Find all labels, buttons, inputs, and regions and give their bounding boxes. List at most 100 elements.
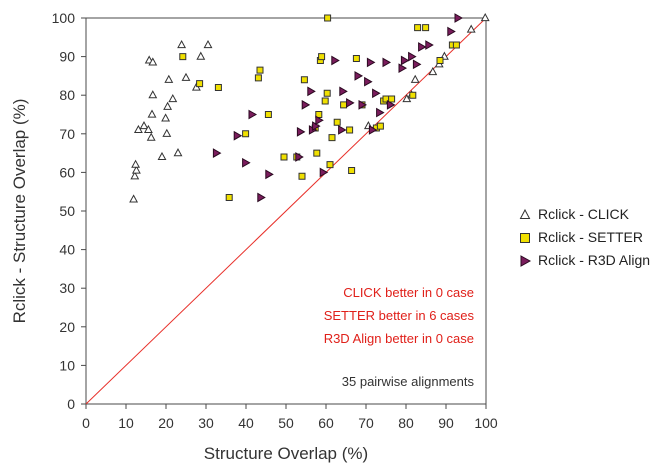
legend-item-setter: Rclick - SETTER (520, 229, 643, 245)
setter-point (321, 97, 329, 105)
click-point (181, 72, 191, 81)
click-point (168, 94, 178, 103)
click-point (203, 39, 213, 49)
r3d-align-point (307, 86, 316, 97)
annotation-r3d-better: R3D Align better in 0 case (324, 331, 474, 346)
legend-marker-triangle-right (520, 255, 532, 267)
x-tick-label: 20 (158, 415, 174, 431)
x-axis: 0 10 20 30 40 50 60 70 80 90 100 (82, 404, 498, 431)
y-tick-label: 40 (59, 242, 75, 258)
r3d-align-point (368, 125, 378, 135)
setter-point (300, 76, 308, 84)
setter-point (388, 95, 396, 103)
r3d-align-point (212, 148, 222, 158)
legend-item-click: Rclick - CLICK (519, 206, 630, 222)
annotation-click-better: CLICK better in 0 case (343, 285, 474, 300)
click-point (148, 57, 158, 66)
r3d-align-point (454, 13, 464, 23)
annotation-setter-better: SETTER better in 6 cases (324, 308, 475, 323)
setter-point (340, 101, 348, 109)
r3d-align-point (376, 107, 385, 118)
click-point (161, 113, 171, 122)
r3d-align-point (398, 63, 408, 74)
setter-point (196, 80, 204, 88)
x-tick-label: 50 (278, 415, 294, 431)
r3d-align-point (319, 167, 329, 178)
y-tick-label: 50 (59, 203, 75, 219)
r3d-align-point (315, 115, 324, 126)
click-point (129, 194, 139, 203)
click-point (146, 132, 156, 141)
click-point (196, 51, 206, 60)
setter-point (452, 41, 460, 49)
r3d-align-point (366, 57, 376, 68)
diagonal-reference-line (85, 17, 487, 405)
setter-point (225, 193, 233, 201)
x-tick-label: 60 (318, 415, 334, 431)
y-axis: 0 10 20 30 40 50 60 70 80 90 100 (52, 10, 86, 412)
x-axis-label: Structure Overlap (%) (204, 444, 368, 463)
click-point (410, 74, 420, 83)
y-tick-label: 0 (67, 396, 75, 412)
r3d-align-point (425, 40, 434, 50)
setter-point (352, 55, 360, 63)
click-point (131, 159, 141, 168)
data-points (129, 12, 490, 203)
click-point (139, 121, 149, 130)
setter-point (326, 161, 334, 169)
click-point (402, 94, 412, 103)
setter-point (242, 130, 250, 138)
annotation-alignment-count: 35 pairwise alignments (342, 374, 475, 389)
r3d-align-point (242, 157, 251, 168)
legend: Rclick - CLICK Rclick - SETTER Rclick - … (519, 206, 650, 268)
click-point (133, 124, 143, 134)
r3d-align-point (339, 86, 348, 97)
setter-point (348, 166, 356, 174)
r3d-align-point (412, 59, 422, 70)
y-tick-label: 30 (59, 280, 75, 296)
x-tick-label: 10 (118, 415, 134, 431)
r3d-align-point (408, 51, 417, 62)
legend-label: Rclick - R3D Align (538, 252, 650, 268)
r3d-align-point (382, 57, 392, 68)
y-tick-label: 80 (59, 87, 75, 103)
x-tick-label: 70 (358, 415, 374, 431)
x-tick-label: 30 (198, 415, 214, 431)
y-tick-label: 100 (52, 10, 76, 26)
setter-point (422, 24, 430, 32)
legend-marker-triangle-up (519, 208, 531, 219)
click-point (480, 12, 490, 22)
x-tick-label: 40 (238, 415, 254, 431)
setter-point (254, 74, 262, 82)
click-point (143, 124, 153, 134)
y-tick-label: 90 (59, 49, 75, 65)
setter-point (256, 66, 264, 74)
r3d-align-point (386, 99, 396, 110)
x-tick-label: 80 (398, 415, 414, 431)
setter-point (376, 122, 384, 130)
click-point (163, 101, 173, 110)
y-tick-label: 10 (59, 357, 75, 373)
series-click (129, 12, 490, 203)
setter-point (346, 126, 354, 134)
r3d-align-point (265, 169, 274, 180)
r3d-align-point (296, 127, 306, 137)
y-tick-label: 20 (59, 319, 75, 335)
r3d-align-point (372, 88, 381, 99)
click-point (466, 24, 476, 33)
series-setter (179, 14, 460, 201)
r3d-align-point (364, 76, 373, 87)
y-tick-label: 60 (59, 164, 75, 180)
x-tick-label: 90 (438, 415, 454, 431)
y-axis-label: Rclick - Structure Overlap (%) (10, 99, 29, 324)
r3d-align-point (346, 98, 355, 108)
setter-point (264, 111, 272, 118)
r3d-align-point (338, 125, 347, 135)
series-r3d-align (212, 13, 464, 203)
setter-point (324, 14, 332, 22)
click-point (162, 128, 172, 137)
r3d-align-point (257, 192, 266, 203)
setter-point (298, 172, 306, 180)
click-point (177, 39, 187, 49)
